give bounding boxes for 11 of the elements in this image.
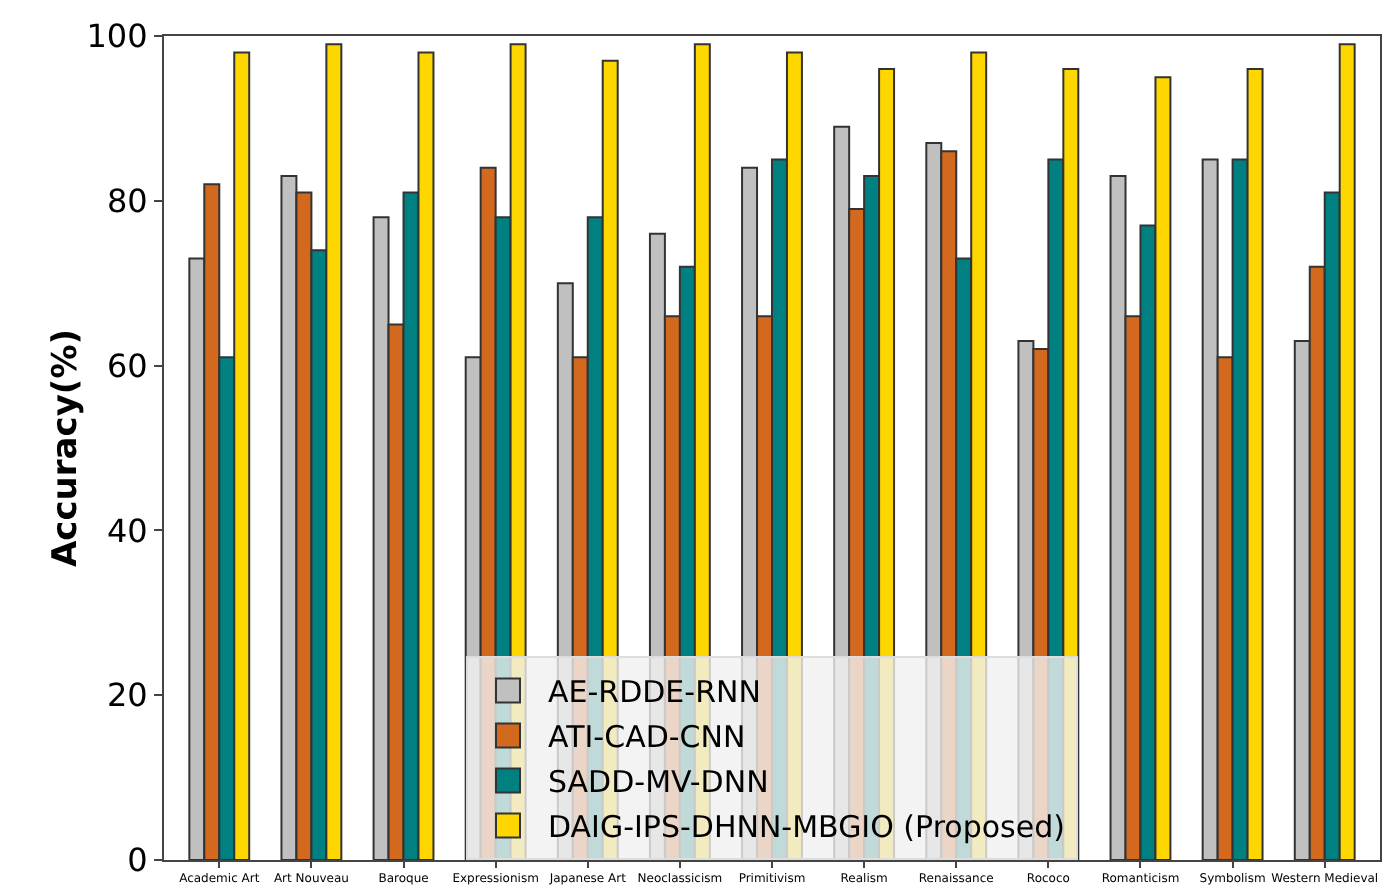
y-tick-label: 60 bbox=[106, 346, 148, 385]
y-tick-label: 40 bbox=[106, 511, 148, 550]
legend-label: ATI-CAD-CNN bbox=[548, 719, 746, 756]
y-tick-label: 80 bbox=[106, 182, 148, 220]
y-tick-label: 100 bbox=[86, 17, 148, 56]
legend-label: AE-RDDE-RNN bbox=[548, 674, 761, 711]
y-tick-label: 20 bbox=[106, 676, 148, 715]
y-tick-label: 0 bbox=[127, 841, 148, 880]
legend-label: SADD-MV-DNN bbox=[548, 764, 769, 801]
legend-label: DAIG-IPS-DHNN-MBGIO (Proposed) bbox=[548, 809, 1065, 846]
y-axis-title: Accuracy(%) bbox=[46, 329, 86, 567]
